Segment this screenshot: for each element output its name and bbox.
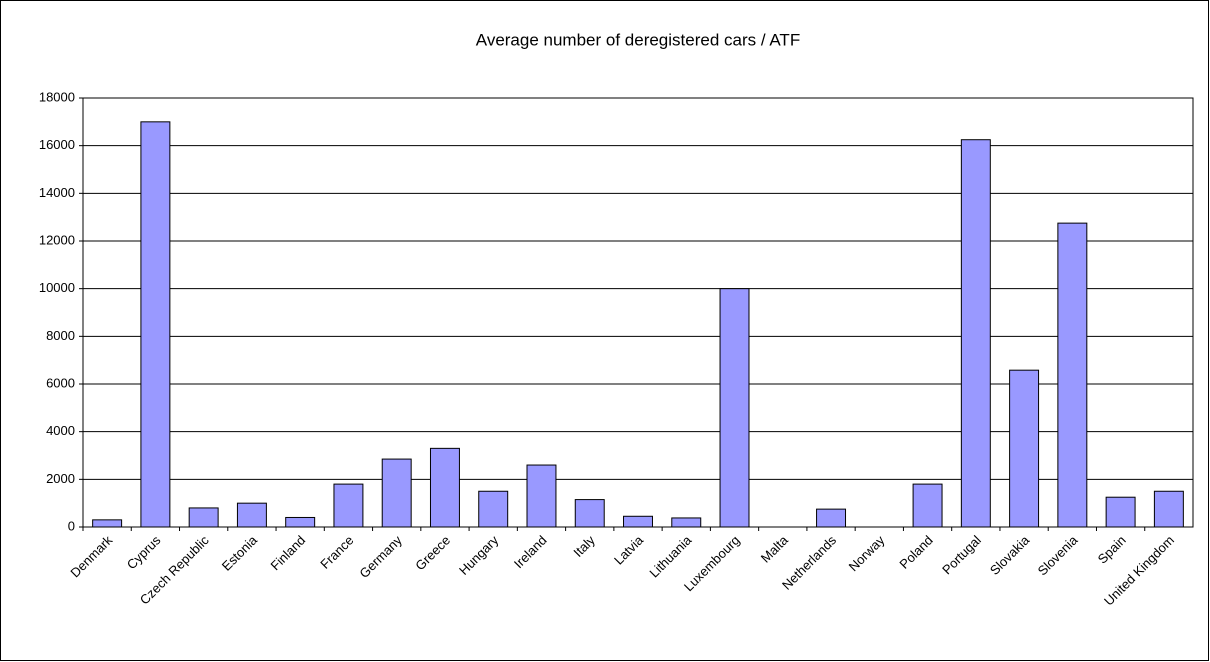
y-tick-label: 16000 — [39, 137, 75, 152]
y-tick-label: 8000 — [46, 328, 75, 343]
y-tick-label: 18000 — [39, 89, 75, 104]
bar — [140, 121, 171, 528]
y-tick-label: 10000 — [39, 280, 75, 295]
y-tick-label: 2000 — [46, 471, 75, 486]
bar — [92, 519, 123, 528]
bar — [333, 483, 364, 528]
bar — [285, 516, 316, 528]
bar — [381, 458, 412, 528]
bar — [1009, 369, 1040, 528]
bar — [429, 447, 460, 528]
y-tick-label: 12000 — [39, 232, 75, 247]
bar — [526, 464, 557, 528]
y-tick-label: 0 — [68, 518, 75, 533]
y-tick-label: 14000 — [39, 185, 75, 200]
bar — [912, 483, 943, 528]
y-tick-label: 4000 — [46, 423, 75, 438]
bar — [1153, 490, 1184, 528]
y-tick-label: 6000 — [46, 375, 75, 390]
bar — [1105, 496, 1136, 528]
bar — [623, 515, 653, 528]
bar — [1057, 222, 1088, 528]
bar — [671, 517, 702, 528]
bar — [236, 502, 267, 528]
bar — [188, 507, 219, 528]
bar — [960, 139, 991, 528]
chart-title: Average number of deregistered cars / AT… — [476, 30, 800, 49]
bar — [719, 288, 750, 528]
bar — [478, 490, 509, 528]
bar — [574, 499, 605, 528]
bar — [816, 508, 847, 528]
